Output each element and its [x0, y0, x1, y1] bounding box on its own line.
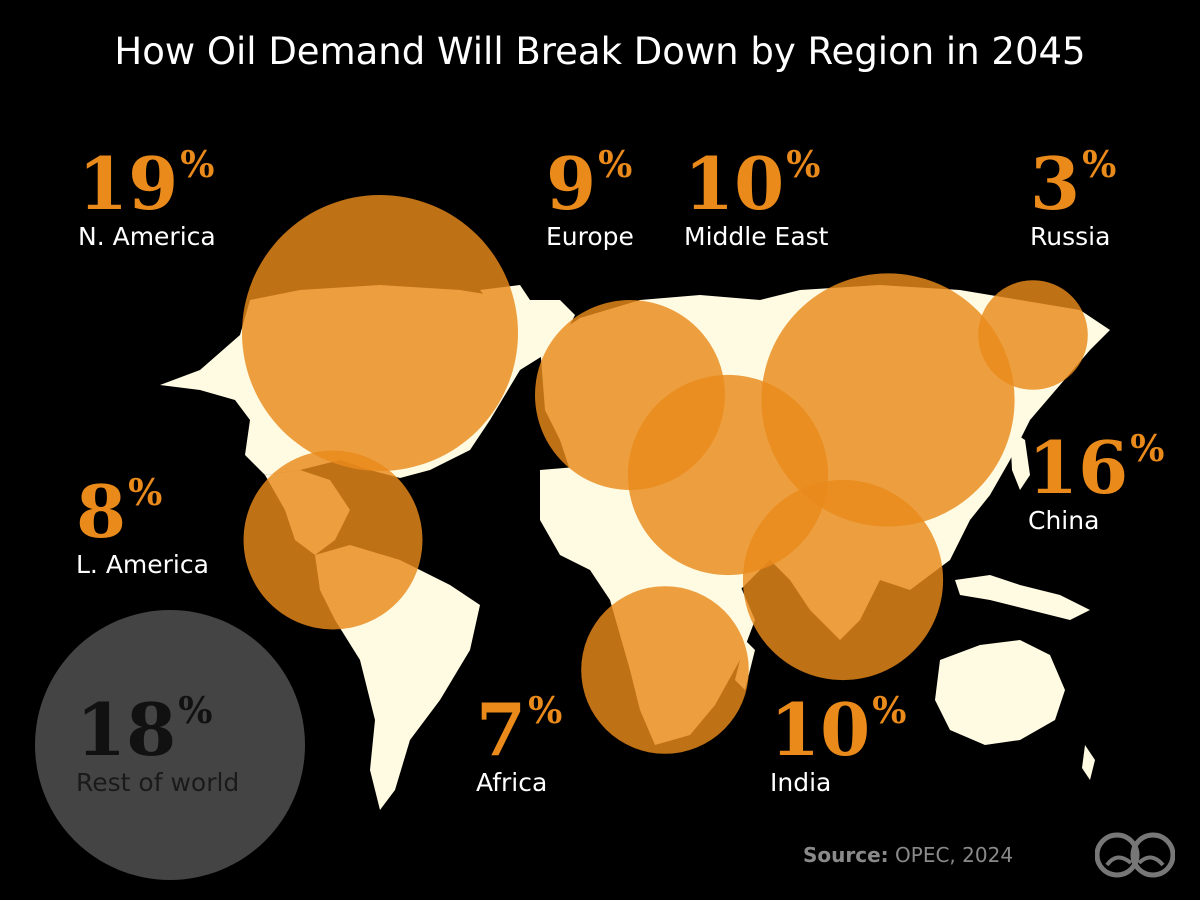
- name-n-america: N. America: [78, 222, 216, 251]
- pct-rest-of-world: %: [178, 690, 213, 732]
- name-europe: Europe: [546, 222, 634, 251]
- value-africa: 7: [476, 687, 527, 772]
- pct-middle-east: %: [786, 144, 821, 186]
- value-china: 16: [1028, 425, 1129, 510]
- source-note: Source: OPEC, 2024: [803, 843, 1013, 867]
- bubble-n-america: [242, 195, 518, 471]
- label-rest-of-world: 18% Rest of world: [76, 687, 240, 797]
- bubble-china: [761, 273, 1015, 527]
- pct-china: %: [1130, 428, 1165, 470]
- label-africa: 7% Africa: [476, 687, 562, 797]
- name-india: India: [770, 768, 832, 797]
- label-l-america: 8% L. America: [76, 469, 209, 579]
- label-india: 10% India: [770, 687, 906, 797]
- pct-india: %: [872, 690, 907, 732]
- label-china: 16% China: [1028, 425, 1164, 535]
- binoculars-logo-icon: [1095, 832, 1175, 878]
- label-n-america: 19% N. America: [78, 141, 216, 251]
- region-bubbles: [242, 195, 1088, 754]
- value-l-america: 8: [76, 469, 127, 554]
- name-russia: Russia: [1030, 222, 1111, 251]
- bubble-africa: [581, 586, 749, 754]
- pct-l-america: %: [128, 472, 163, 514]
- value-russia: 3: [1030, 141, 1081, 226]
- label-russia: 3% Russia: [1030, 141, 1116, 251]
- bubble-india: [742, 479, 944, 681]
- value-middle-east: 10: [684, 141, 785, 226]
- rest-of-world-circle: [35, 610, 305, 880]
- source-label: Source:: [803, 843, 889, 867]
- source-text: OPEC, 2024: [888, 843, 1014, 867]
- value-rest-of-world: 18: [76, 687, 177, 772]
- name-l-america: L. America: [76, 550, 209, 579]
- name-rest-of-world: Rest of world: [76, 768, 240, 797]
- bubble-l-america: [243, 450, 423, 630]
- name-africa: Africa: [476, 768, 548, 797]
- pct-africa: %: [528, 690, 563, 732]
- label-europe: 9% Europe: [546, 141, 634, 251]
- pct-n-america: %: [180, 144, 215, 186]
- value-europe: 9: [546, 141, 597, 226]
- pct-russia: %: [1082, 144, 1117, 186]
- chart-title: How Oil Demand Will Break Down by Region…: [114, 30, 1086, 73]
- name-middle-east: Middle East: [684, 222, 829, 251]
- label-middle-east: 10% Middle East: [684, 141, 829, 251]
- value-india: 10: [770, 687, 871, 772]
- value-n-america: 19: [78, 141, 179, 226]
- pct-europe: %: [598, 144, 633, 186]
- name-china: China: [1028, 506, 1100, 535]
